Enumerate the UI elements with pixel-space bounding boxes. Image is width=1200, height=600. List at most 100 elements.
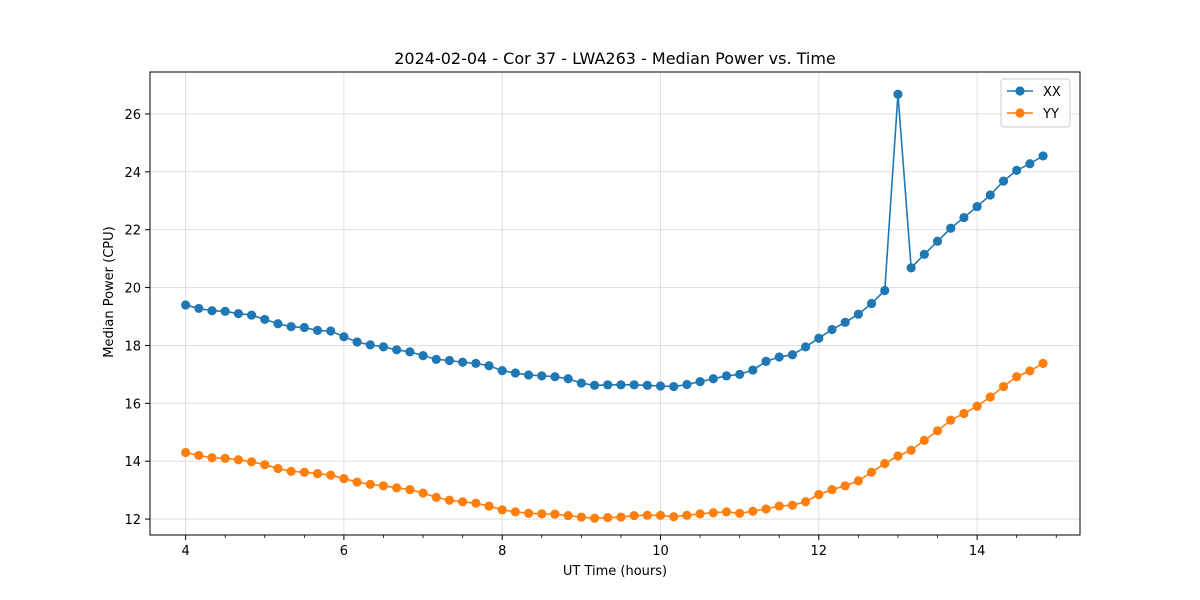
data-point-xx: [378, 342, 389, 352]
data-point-yy: [616, 512, 626, 522]
data-point-xx: [695, 377, 705, 387]
data-point-xx: [537, 371, 547, 381]
x-axis: 4 6 8 10 12 14: [181, 535, 1057, 559]
data-point-xx: [669, 381, 679, 392]
data-point-yy: [827, 484, 837, 495]
data-point-yy: [194, 450, 204, 461]
y-axis: 12 14 16 18 20 22 24 26: [124, 108, 150, 528]
data-point-yy: [787, 500, 798, 510]
data-point-xx: [497, 366, 507, 376]
data-point-yy: [418, 488, 428, 498]
data-point-yy: [510, 507, 521, 517]
data-point-yy: [246, 457, 257, 467]
data-point-yy: [286, 466, 296, 476]
data-point-xx: [246, 310, 257, 320]
y-tick-label: 12: [124, 513, 141, 528]
data-point-yy: [603, 513, 613, 523]
data-point-xx: [748, 365, 758, 375]
data-point-xx: [576, 378, 586, 388]
data-point-yy: [537, 509, 547, 519]
series-layer: [181, 89, 1048, 523]
data-point-xx: [735, 369, 745, 379]
data-point-xx: [312, 325, 323, 336]
x-tick-label: 10: [652, 544, 669, 559]
data-point-yy: [748, 506, 758, 516]
legend-label: XX: [1043, 85, 1061, 100]
chart-title: 2024-02-04 - Cor 37 - LWA263 - Median Po…: [394, 49, 836, 68]
data-point-xx: [932, 236, 943, 246]
data-point-xx: [299, 322, 309, 333]
data-point-yy: [774, 501, 784, 511]
data-point-xx: [220, 306, 230, 316]
x-tick-label: 14: [969, 544, 986, 559]
data-point-yy: [550, 509, 560, 519]
data-point-yy: [365, 479, 375, 489]
data-point-yy: [959, 408, 969, 419]
y-tick-label: 20: [124, 282, 141, 297]
y-tick-label: 18: [124, 339, 141, 354]
data-point-xx: [1025, 159, 1035, 169]
data-point-yy: [523, 508, 534, 518]
data-point-xx: [365, 340, 375, 350]
data-point-xx: [998, 176, 1009, 186]
data-point-xx: [721, 371, 732, 381]
data-point-yy: [181, 447, 191, 458]
data-point-yy: [853, 476, 863, 486]
data-point-xx: [392, 345, 402, 355]
data-point-yy: [484, 501, 494, 511]
data-point-yy: [378, 481, 389, 491]
data-point-xx: [853, 309, 863, 319]
data-point-xx: [629, 380, 639, 390]
data-point-xx: [682, 379, 692, 390]
data-point-yy: [563, 511, 573, 521]
data-point-xx: [761, 356, 771, 366]
data-point-xx: [972, 201, 982, 212]
data-point-xx: [444, 355, 455, 366]
x-axis-label: UT Time (hours): [563, 564, 667, 579]
data-point-yy: [233, 455, 243, 465]
legend-label: YY: [1042, 107, 1059, 122]
data-point-yy: [985, 392, 995, 402]
series-yy: [181, 358, 1048, 523]
data-point-xx: [326, 326, 336, 336]
data-point-yy: [1038, 358, 1048, 368]
data-point-yy: [919, 435, 929, 445]
data-point-xx: [1038, 151, 1048, 161]
data-point-yy: [655, 510, 666, 520]
data-point-yy: [629, 511, 639, 521]
data-point-yy: [589, 513, 600, 523]
data-point-xx: [985, 190, 995, 200]
data-point-yy: [471, 498, 481, 508]
data-point-yy: [906, 445, 916, 455]
data-point-xx: [616, 380, 626, 390]
data-point-xx: [207, 306, 217, 316]
data-point-xx: [893, 89, 903, 99]
data-point-xx: [484, 361, 494, 371]
data-point-xx: [642, 380, 652, 390]
data-point-yy: [695, 509, 705, 519]
data-point-xx: [827, 324, 837, 335]
data-point-xx: [194, 303, 204, 314]
legend: XX YY: [1000, 78, 1071, 128]
data-point-yy: [444, 495, 455, 505]
x-tick-label: 4: [181, 544, 189, 559]
data-point-yy: [220, 453, 230, 463]
data-point-yy: [326, 470, 336, 480]
data-point-xx: [866, 298, 877, 309]
data-point-yy: [682, 510, 692, 520]
data-point-yy: [352, 477, 362, 487]
data-point-xx: [814, 333, 824, 343]
data-point-xx: [563, 374, 573, 384]
data-point-xx: [286, 322, 296, 332]
data-point-yy: [893, 451, 903, 461]
data-point-yy: [972, 401, 982, 411]
data-point-yy: [497, 505, 507, 515]
y-axis-label: Median Power (CPU): [102, 226, 117, 357]
y-tick-label: 22: [124, 224, 141, 239]
data-point-yy: [273, 463, 283, 474]
data-point-xx: [260, 314, 270, 325]
legend-item-xx: XX: [1007, 85, 1061, 100]
data-point-yy: [880, 458, 890, 469]
data-point-yy: [708, 508, 718, 518]
data-point-xx: [523, 370, 534, 380]
